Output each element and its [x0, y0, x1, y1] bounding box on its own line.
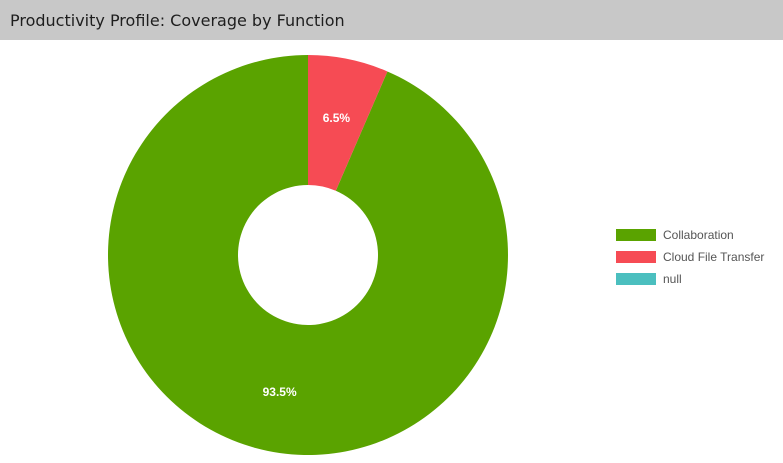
legend-item-cloud-file-transfer[interactable]: Cloud File Transfer: [616, 246, 764, 268]
legend-label: Cloud File Transfer: [663, 250, 765, 264]
slice-value-label: 6.5%: [323, 111, 351, 125]
chart-legend: Collaboration Cloud File Transfer null: [616, 224, 764, 290]
donut-slices: [107, 55, 508, 456]
legend-item-collaboration[interactable]: Collaboration: [616, 224, 764, 246]
donut-slice-collaboration[interactable]: [107, 55, 508, 456]
panel-header: Productivity Profile: Coverage by Functi…: [0, 0, 783, 40]
legend-swatch: [616, 273, 656, 285]
legend-swatch: [616, 229, 656, 241]
legend-item-null[interactable]: null: [616, 268, 764, 290]
donut-chart: 93.5% 6.5%: [107, 55, 508, 456]
donut-slice-cloud-file-transfer[interactable]: [308, 55, 388, 191]
legend-swatch: [616, 251, 656, 263]
legend-label: null: [663, 272, 682, 286]
donut-slice-labels: 93.5% 6.5%: [263, 111, 351, 399]
chart-title: Productivity Profile: Coverage by Functi…: [10, 10, 345, 30]
legend-label: Collaboration: [663, 228, 734, 242]
slice-value-label: 93.5%: [263, 385, 297, 399]
